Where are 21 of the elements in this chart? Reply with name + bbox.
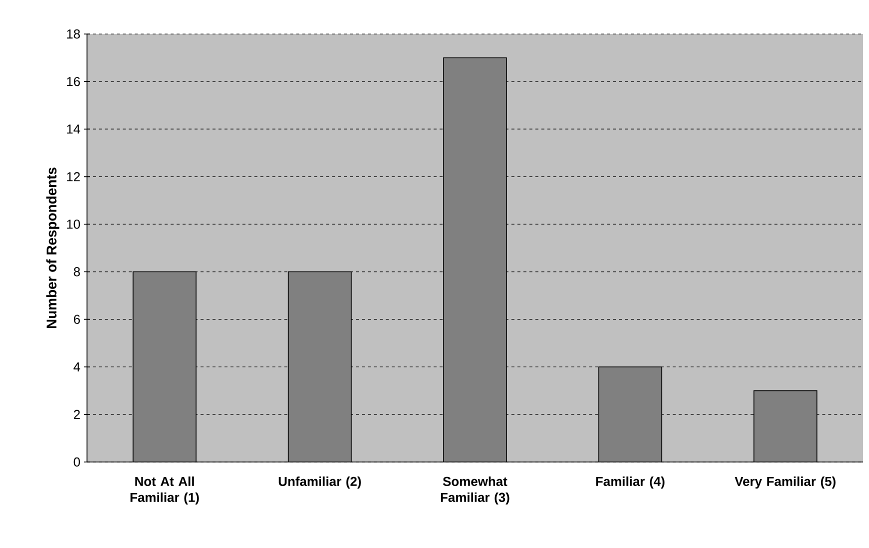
x-tick-label: Somewhat Familiar (3) — [440, 476, 510, 505]
y-tick-label: 6 — [74, 314, 80, 324]
x-tick-label: Not At All Familiar (1) — [130, 476, 199, 505]
bar — [288, 272, 352, 462]
y-tick-label: 4 — [74, 362, 80, 372]
y-tick-label: 14 — [67, 124, 80, 134]
y-tick-label: 18 — [67, 29, 80, 39]
x-tick-label: Very Familiar (5) — [734, 476, 836, 489]
y-tick-label: 2 — [74, 410, 80, 419]
bar — [598, 366, 662, 462]
bar — [444, 58, 507, 462]
y-axis-title: Number of Respondents — [46, 168, 60, 328]
y-tick-label: 16 — [67, 76, 80, 86]
bar — [754, 390, 818, 462]
y-tick-label: 0 — [74, 457, 80, 467]
x-tick-label: Unfamiliar (2) — [278, 476, 361, 489]
y-tick-label: 8 — [74, 267, 80, 276]
y-tick-label: 12 — [67, 172, 80, 182]
y-tick-label: 10 — [67, 220, 80, 229]
x-tick-label: Familiar (4) — [596, 476, 664, 489]
bar — [133, 272, 196, 462]
